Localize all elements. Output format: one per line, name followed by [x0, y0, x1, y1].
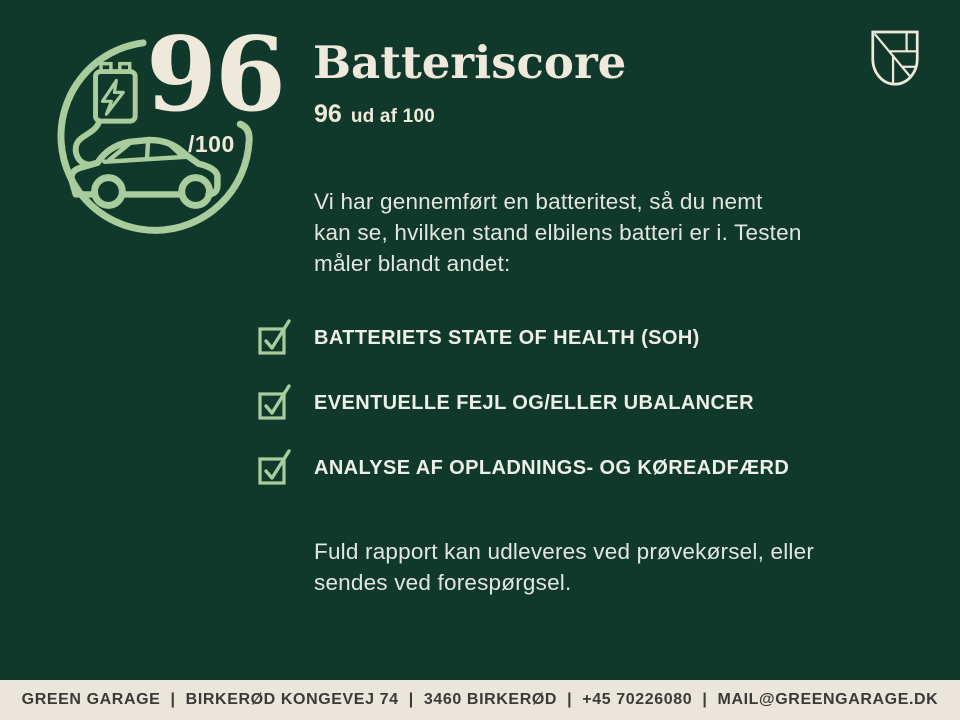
- score-subtitle: 96 ud af 100: [314, 100, 435, 129]
- check-item-label: ANALYSE AF OPLADNINGS- OG KØREADFÆRD: [314, 457, 790, 479]
- checkbox-checked-icon: [258, 449, 291, 485]
- check-item-label: EVENTUELLE FEJL OG/ELLER UBALANCER: [314, 392, 754, 414]
- green-garage-shield-leaf-logo: [871, 30, 919, 86]
- check-item-label: BATTERIETS STATE OF HEALTH (SOH): [314, 327, 700, 349]
- badge-score-value: 96: [146, 15, 286, 135]
- page-title: Batteriscore: [313, 36, 627, 89]
- checkbox-checked-icon: [258, 319, 291, 355]
- outro-paragraph: Fuld rapport kan udleveres ved prøvekørs…: [314, 539, 815, 595]
- footer-contact-text: GREEN GARAGE | BIRKERØD KONGEVEJ 74 | 34…: [21, 691, 939, 708]
- list-item: BATTERIETS STATE OF HEALTH (SOH): [256, 306, 789, 371]
- checkbox-checked-icon: [258, 384, 291, 420]
- intro-paragraph: Vi har gennemført en batteritest, så du …: [314, 189, 802, 276]
- battery-test-checklist: BATTERIETS STATE OF HEALTH (SOH) EVENTUE…: [256, 306, 789, 501]
- badge-score-denominator: /100: [188, 131, 235, 157]
- list-item: ANALYSE AF OPLADNINGS- OG KØREADFÆRD: [256, 436, 789, 501]
- subtitle-score-value: 96: [314, 100, 342, 128]
- ev-car-charging-battery-icon: [57, 39, 253, 234]
- footer-contact-bar: GREEN GARAGE | BIRKERØD KONGEVEJ 74 | 34…: [0, 680, 960, 720]
- list-item: EVENTUELLE FEJL OG/ELLER UBALANCER: [256, 371, 789, 436]
- subtitle-score-suffix: ud af 100: [350, 106, 435, 127]
